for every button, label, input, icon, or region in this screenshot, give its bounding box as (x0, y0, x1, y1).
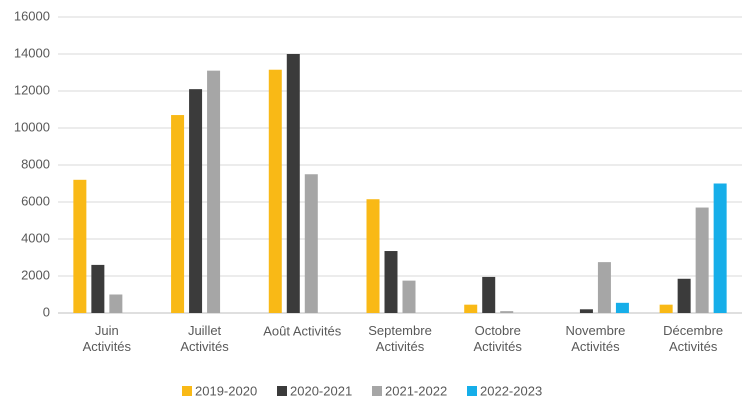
bar (713, 183, 727, 313)
y-tick-label: 2000 (21, 267, 50, 282)
bar (366, 199, 380, 313)
bar (207, 70, 221, 314)
bar (464, 304, 478, 313)
x-tick-label: Décembre Activités (663, 323, 723, 354)
bar (91, 264, 105, 313)
y-tick-label: 14000 (14, 45, 50, 60)
bar (615, 302, 629, 313)
y-tick-label: 10000 (14, 119, 50, 134)
bar (695, 207, 709, 313)
legend-swatch (182, 386, 192, 396)
bar (268, 69, 282, 313)
x-tick-label: Novembre Activités (565, 323, 625, 354)
legend-swatch (372, 386, 382, 396)
bar (304, 174, 318, 313)
bar (579, 309, 593, 313)
bar (109, 294, 123, 313)
legend-label: 2021-2022 (385, 383, 447, 398)
y-tick-label: 16000 (14, 8, 50, 23)
legend-label: 2022-2023 (480, 383, 542, 398)
bar (171, 115, 185, 313)
bar (597, 262, 611, 313)
legend-label: 2019-2020 (195, 383, 257, 398)
bar (189, 89, 203, 314)
x-tick-label: Septembre Activités (368, 323, 432, 354)
x-tick-label: Juin Activités (83, 323, 132, 354)
bar (482, 276, 496, 313)
legend-label: 2020-2021 (290, 383, 352, 398)
y-tick-label: 8000 (21, 156, 50, 171)
bar (73, 179, 87, 313)
legend-swatch (277, 386, 287, 396)
bar (402, 280, 416, 313)
y-tick-label: 4000 (21, 230, 50, 245)
bar (286, 54, 300, 313)
legend-swatch (467, 386, 477, 396)
y-tick-label: 12000 (14, 82, 50, 97)
bar (384, 251, 398, 313)
y-tick-label: 0 (43, 304, 50, 319)
x-tick-label: Octobre Activités (474, 323, 523, 354)
bar (500, 311, 514, 313)
bar (659, 304, 673, 313)
bar (677, 278, 691, 313)
x-tick-label: Août Activités (263, 323, 342, 338)
x-tick-label: Juillet Activités (180, 323, 229, 354)
y-tick-label: 6000 (21, 193, 50, 208)
